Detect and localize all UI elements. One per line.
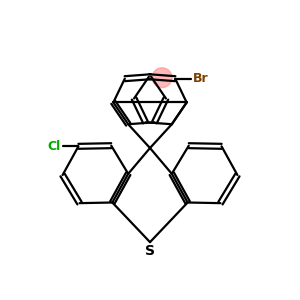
Text: Cl: Cl	[47, 140, 61, 153]
Text: Br: Br	[193, 72, 209, 85]
Text: S: S	[145, 244, 155, 258]
Circle shape	[152, 68, 172, 88]
